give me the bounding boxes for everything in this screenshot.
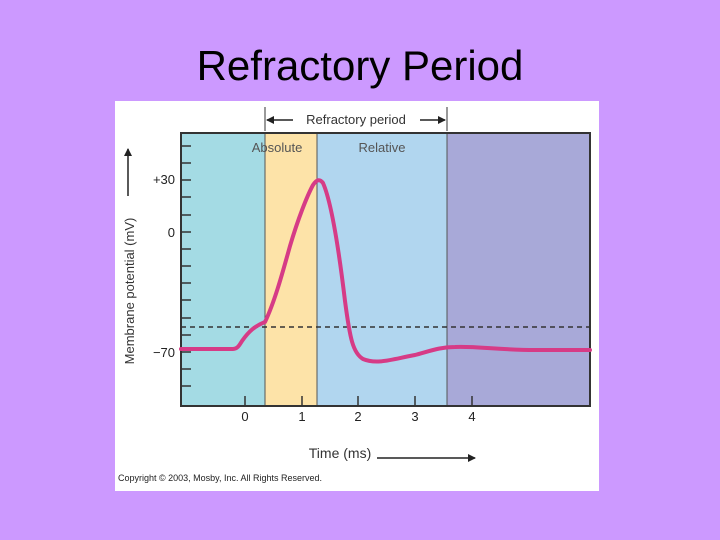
x-tick-label-0: 0 bbox=[241, 409, 248, 424]
y-axis-label: Membrane potential (mV) bbox=[122, 218, 137, 365]
resting-zone bbox=[181, 133, 265, 406]
x-tick-label-4: 4 bbox=[468, 409, 475, 424]
copyright-notice: Copyright © 2003, Mosby, Inc. All Rights… bbox=[118, 473, 323, 483]
absolute-zone-label: Absolute bbox=[252, 140, 303, 155]
y-tick-label-plus30: +30 bbox=[153, 172, 175, 187]
y-axis-ticks bbox=[181, 145, 191, 387]
plot-border bbox=[180, 132, 591, 407]
action-potential-diagram: +30 0 −70 0 1 2 3 4 Absolute Relative Re… bbox=[122, 107, 592, 462]
absolute-refractory-zone bbox=[265, 133, 317, 406]
y-tick-label-minus70: −70 bbox=[153, 345, 175, 360]
x-axis-label: Time (ms) bbox=[309, 445, 371, 461]
post-refractory-zone bbox=[447, 133, 590, 406]
refractory-period-label: Refractory period bbox=[306, 112, 406, 127]
relative-zone-label: Relative bbox=[359, 140, 406, 155]
action-potential-trace bbox=[179, 178, 592, 364]
relative-refractory-zone bbox=[317, 133, 447, 406]
x-tick-label-2: 2 bbox=[354, 409, 361, 424]
x-tick-label-3: 3 bbox=[411, 409, 418, 424]
slide-title: Refractory Period bbox=[196, 42, 524, 89]
x-tick-label-1: 1 bbox=[298, 409, 305, 424]
action-potential-figure: +30 0 −70 0 1 2 3 4 Absolute Relative Re… bbox=[115, 101, 599, 491]
y-tick-label-0: 0 bbox=[168, 225, 175, 240]
x-axis-ticks bbox=[244, 396, 473, 406]
